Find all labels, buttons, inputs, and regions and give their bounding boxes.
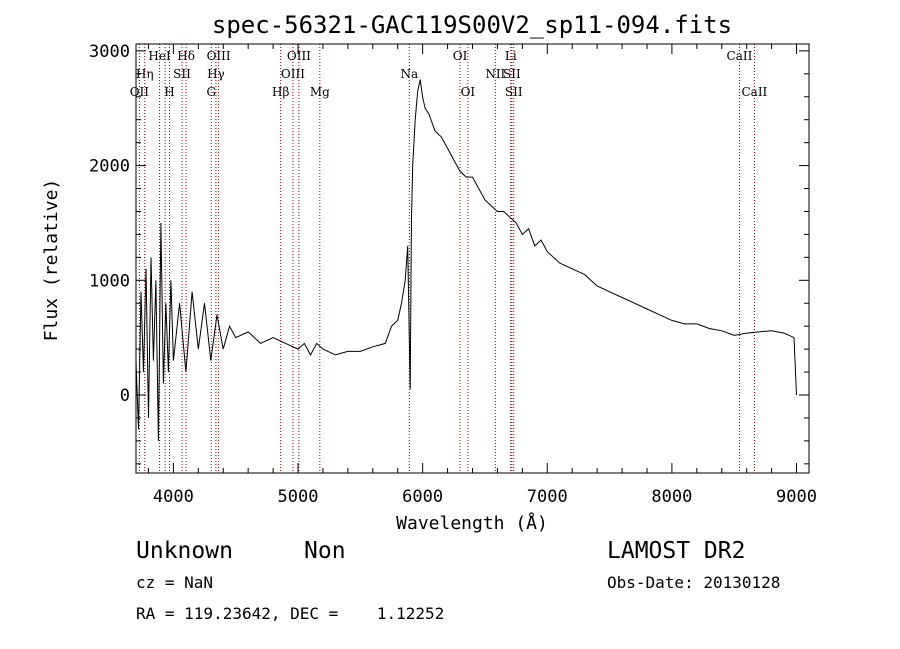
survey-name: LAMOST DR2 bbox=[607, 538, 746, 564]
obs-date: Obs-Date: 20130128 bbox=[607, 573, 781, 592]
marker-label: SII bbox=[503, 67, 521, 81]
marker-label: Mg bbox=[310, 85, 330, 99]
marker-label: OI bbox=[461, 85, 476, 99]
marker-label: Hγ bbox=[207, 67, 225, 81]
chart-title: spec-56321-GAC119S00V2_sp11-094.fits bbox=[212, 11, 732, 39]
y-tick-label: 2000 bbox=[89, 157, 130, 177]
y-tick-label: 1000 bbox=[89, 271, 130, 291]
coordinates: RA = 119.23642, DEC = 1.12252 bbox=[136, 604, 445, 623]
x-axis-ticks: 4000 5000 6000 7000 8000 9000 bbox=[147, 44, 817, 507]
marker-label: G bbox=[206, 85, 216, 99]
marker-label: HeI bbox=[148, 49, 171, 63]
marker-label: Hβ bbox=[272, 85, 289, 99]
marker-label: Na bbox=[400, 67, 418, 81]
x-tick-label: 7000 bbox=[527, 487, 568, 507]
y-axis-label: Flux (relative) bbox=[41, 179, 62, 342]
y-tick-label: 3000 bbox=[89, 42, 130, 62]
marker-label: H bbox=[164, 85, 174, 99]
marker-label: Hδ bbox=[177, 49, 195, 63]
plot-frame bbox=[135, 43, 810, 474]
marker-label: SII bbox=[173, 67, 191, 81]
marker-label: NII bbox=[485, 67, 505, 81]
object-classification: Unknown bbox=[136, 538, 233, 564]
x-tick-label: 4000 bbox=[153, 487, 194, 507]
x-tick-label: 8000 bbox=[651, 487, 692, 507]
x-axis-label: Wavelength (Å) bbox=[396, 512, 548, 534]
spectral-line-markers: OIIHηHeIHSIIHδGHγOIIIHβOIIIOIIIMgNaOIOIN… bbox=[130, 44, 768, 473]
x-tick-label: 9000 bbox=[776, 487, 817, 507]
marker-label: CaII bbox=[727, 49, 753, 63]
marker-label: Hη bbox=[136, 67, 154, 81]
cz-value: cz = NaN bbox=[136, 573, 214, 592]
object-subclass: Non bbox=[304, 538, 346, 564]
marker-label: OIII bbox=[207, 49, 231, 63]
marker-label: SII bbox=[505, 85, 523, 99]
marker-label: OIII bbox=[287, 49, 311, 63]
x-tick-label: 5000 bbox=[278, 487, 319, 507]
spectrum-line bbox=[135, 79, 797, 441]
marker-label: CaII bbox=[741, 85, 767, 99]
y-axis-ticks: 0 1000 2000 3000 bbox=[89, 42, 809, 465]
marker-label: OIII bbox=[281, 67, 305, 81]
y-tick-label: 0 bbox=[120, 386, 130, 406]
x-tick-label: 6000 bbox=[402, 487, 443, 507]
marker-label: Li bbox=[505, 49, 517, 63]
marker-label: OI bbox=[453, 49, 468, 63]
